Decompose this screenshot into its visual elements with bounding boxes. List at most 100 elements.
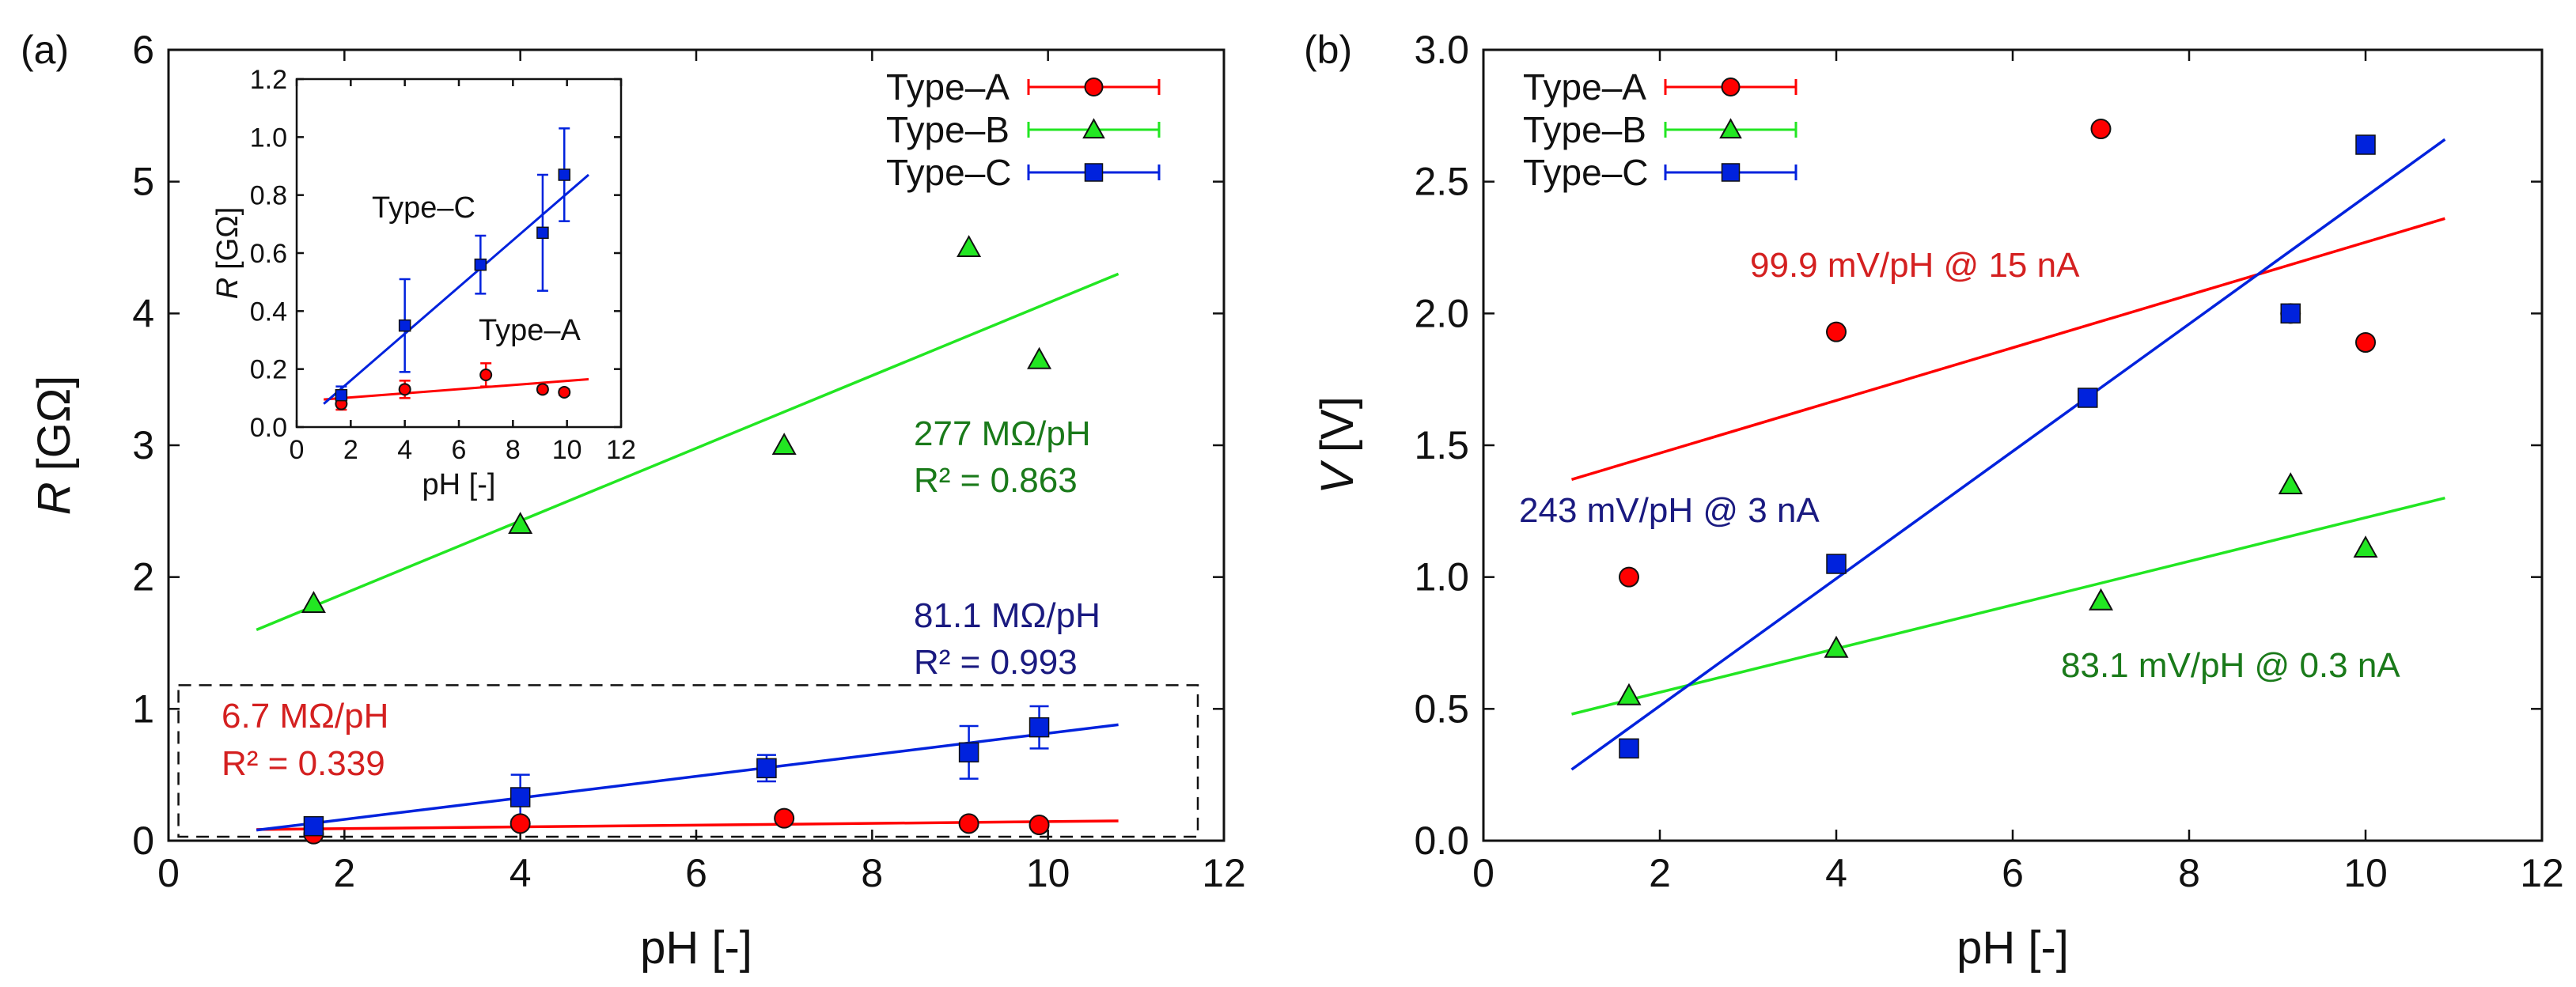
panel-a-x-tick-label: 0 — [157, 851, 180, 895]
panel-b-y-tick-label: 0.0 — [1414, 819, 1469, 863]
panel-a-x-ticks: 0 2 4 6 8 10 12 — [157, 50, 1246, 895]
panel-a-x-tick-label: 2 — [333, 851, 355, 895]
panel-a-y-tick-label: 4 — [132, 291, 154, 335]
panel-b-y-ticks: 0.0 0.5 1.0 1.5 2.0 2.5 3.0 — [1414, 28, 2542, 863]
panel-a-annotation-typeb-r2: R² = 0.863 — [914, 461, 1078, 500]
panel-b-fit-typea — [1570, 217, 2445, 482]
panel-a-x-axis-label: pH [-] — [640, 922, 752, 974]
panel-b-y-axis-unit: [V] — [1312, 396, 1363, 452]
panel-a-x-tick-label: 10 — [1026, 851, 1070, 895]
inset-y-tick-label: 1.0 — [250, 123, 287, 153]
panel-b-markers — [1616, 119, 2378, 759]
panel-b-point-typeb — [2353, 535, 2378, 558]
panel-a-x-tick-label: 12 — [1202, 851, 1246, 895]
panel-a-point-typeb — [508, 512, 533, 535]
inset-x-tick-label: 6 — [452, 435, 467, 465]
panel-a-point-typea — [958, 813, 979, 834]
panel-b-y-tick-label: 0.5 — [1414, 686, 1469, 731]
panel-a-annotation-typeb-slope: 277 MΩ/pH — [914, 414, 1091, 453]
panel-a-point-typea — [774, 807, 795, 829]
inset-point-typea — [536, 383, 549, 396]
panel-b-point-typeb — [2089, 588, 2113, 611]
panel-b-point-typec — [2355, 134, 2376, 155]
panel-b-x-tick-label: 4 — [1825, 851, 1847, 895]
panel-b-fit-lines — [1570, 138, 2446, 771]
panel-a-fit-typec — [256, 723, 1119, 832]
panel-a-point-typec — [510, 787, 531, 807]
inset-x-tick-label: 4 — [397, 435, 412, 465]
inset-x-tick-label: 2 — [343, 435, 358, 465]
panel-a-label: (a) — [21, 28, 69, 72]
panel-b-point-typeb — [1616, 683, 1642, 705]
inset-point-typea — [558, 386, 571, 399]
panel-a-y-tick-label: 5 — [132, 160, 154, 204]
panel-a-y-tick-label: 3 — [132, 423, 154, 467]
panel-b-annotation-typeb: 83.1 mV/pH @ 0.3 nA — [2061, 646, 2400, 685]
inset-y-tick-label: 0.0 — [250, 413, 287, 443]
panel-b-legend-marker-typea — [1721, 78, 1741, 96]
panel-a-legend-marker-typec — [1084, 163, 1104, 182]
panel-b-point-typea — [1618, 566, 1639, 588]
panel-a-y-tick-label: 6 — [132, 28, 154, 72]
panel-a-y-axis-var: R — [28, 482, 80, 515]
inset-x-tick-label: 12 — [606, 435, 636, 465]
panel-a-point-typec — [303, 815, 324, 837]
panel-a-y-tick-label: 1 — [132, 686, 154, 731]
inset-y-axis-label: R [GΩ] — [211, 207, 244, 300]
panel-a-inset: 0 2 4 6 8 10 12 0.0 0.2 0.4 0.6 0.8 1.0 1.2 pH [-] R… — [211, 65, 636, 501]
panel-b-fit-typec — [1570, 138, 2446, 771]
panel-a-point-typec — [1029, 717, 1050, 738]
panel-b-annotation-typec: 243 mV/pH @ 3 nA — [1519, 491, 1820, 530]
panel-a-y-axis-label: R [GΩ] — [28, 376, 80, 516]
inset-y-tick-label: 1.2 — [250, 65, 287, 95]
panel-b-x-tick-label: 10 — [2343, 851, 2388, 895]
inset-y-tick-label: 0.2 — [250, 355, 287, 385]
panel-a-fit-typeb — [256, 272, 1119, 631]
panel-a-point-typeb — [957, 235, 982, 258]
inset-fit-typea — [324, 378, 589, 401]
inset-y-axis-var: R — [211, 278, 244, 299]
inset-x-ticks: 0 2 4 6 8 10 12 — [290, 79, 636, 465]
panel-b-x-tick-label: 0 — [1472, 851, 1494, 895]
inset-frame — [295, 78, 623, 429]
panel-b-point-typeb — [2278, 472, 2303, 495]
panel-b-y-tick-label: 2.0 — [1414, 291, 1469, 335]
panel-b-legend-label-typec: Type–C — [1523, 152, 1649, 193]
panel-a-point-typea — [510, 813, 531, 834]
panel-b-y-tick-label: 2.5 — [1414, 160, 1469, 204]
panel-b-point-typec — [1826, 554, 1847, 574]
inset-point-typec — [474, 258, 487, 271]
panel-b-point-typec — [2078, 388, 2098, 408]
inset-y-tick-label: 0.6 — [250, 239, 287, 269]
inset-label-typec: Type–C — [372, 191, 475, 225]
panel-a-annotation-typea-slope: 6.7 MΩ/pH — [222, 697, 388, 736]
inset-point-typea — [398, 383, 411, 396]
inset-markers — [335, 168, 571, 410]
panel-b-x-ticks: 0 2 4 6 8 10 12 — [1472, 50, 2564, 895]
panel-b-point-typec — [1619, 738, 1639, 759]
panel-b-y-tick-label: 1.5 — [1414, 423, 1469, 467]
panel-b-legend-marker-typec — [1721, 163, 1741, 182]
inset-x-tick-label: 8 — [506, 435, 521, 465]
panel-b-point-typec — [2280, 303, 2301, 324]
panel-b-point-typeb — [1824, 635, 1849, 658]
panel-a-x-tick-label: 8 — [861, 851, 883, 895]
inset-fit-typec — [323, 173, 589, 405]
panel-a-legend-label-typeb: Type–B — [886, 109, 1010, 150]
panel-a-y-axis-unit: [GΩ] — [28, 376, 80, 471]
panel-b-point-typea — [2090, 119, 2112, 139]
panel-b-y-tick-label: 3.0 — [1414, 28, 1469, 72]
panel-a-annotation-typea-r2: R² = 0.339 — [222, 744, 385, 783]
panel-a-markers — [301, 235, 1052, 845]
inset-label-typea: Type–A — [479, 314, 581, 347]
inset-y-tick-label: 0.4 — [250, 297, 287, 327]
panel-a-point-typea — [1029, 815, 1050, 835]
panel-b-x-axis-label: pH [-] — [1957, 922, 2069, 974]
panel-a-point-typeb — [1027, 346, 1052, 369]
panel-a-legend-marker-typea — [1084, 78, 1104, 96]
inset-x-axis-label: pH [-] — [422, 468, 496, 501]
panel-a-point-typeb — [301, 591, 326, 614]
inset-point-typec — [398, 319, 411, 332]
inset-y-ticks: 0.0 0.2 0.4 0.6 0.8 1.0 1.2 — [250, 65, 621, 443]
inset-x-tick-label: 10 — [552, 435, 582, 465]
